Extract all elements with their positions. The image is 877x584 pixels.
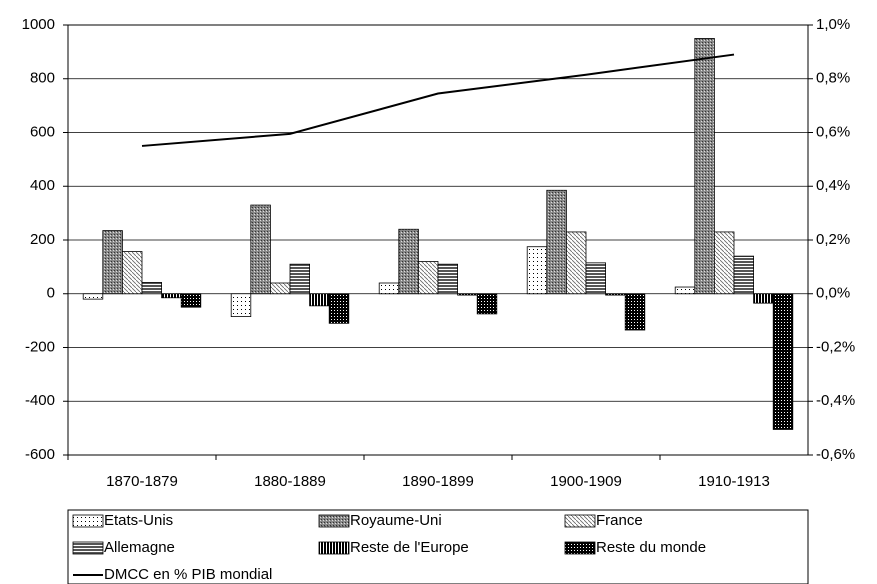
bar	[289, 263, 311, 295]
legend-label: Reste du monde	[596, 539, 706, 556]
bar	[526, 246, 548, 295]
y2-tick-label: -0,6%	[816, 446, 855, 463]
bar	[566, 231, 587, 295]
y-tick-label: 800	[30, 70, 55, 87]
bar	[398, 228, 419, 295]
y-tick-label: -600	[25, 446, 55, 463]
legend-label: Allemagne	[104, 539, 175, 556]
bar	[733, 255, 755, 295]
bar	[269, 282, 291, 295]
bar	[605, 293, 626, 296]
x-tick-label: 1910-1913	[698, 473, 770, 490]
legend-swatch	[72, 541, 104, 555]
bar	[309, 293, 330, 307]
y-tick-label: -400	[25, 392, 55, 409]
y-tick-label: 1000	[22, 16, 55, 33]
y2-tick-label: 1,0%	[816, 16, 850, 33]
bar	[82, 293, 104, 300]
y2-tick-label: 0,6%	[816, 123, 850, 140]
bar	[122, 251, 143, 295]
legend-swatch	[318, 514, 350, 528]
bar	[230, 293, 252, 317]
bar	[102, 230, 123, 295]
bar	[378, 282, 400, 295]
x-tick-label: 1900-1909	[550, 473, 622, 490]
legend-label: France	[596, 512, 643, 529]
legend-frame	[67, 509, 809, 584]
bar	[457, 293, 478, 296]
y2-tick-label: 0,8%	[816, 70, 850, 87]
bar	[674, 286, 696, 295]
bar	[624, 293, 646, 331]
legend-swatch	[72, 514, 104, 528]
bar	[180, 293, 202, 308]
bar	[161, 293, 182, 299]
bar	[546, 189, 567, 295]
legend-swatch	[318, 541, 350, 555]
x-tick-label: 1880-1889	[254, 473, 326, 490]
bar	[585, 262, 607, 295]
legend-swatch	[564, 514, 596, 528]
bar	[417, 261, 439, 295]
bar	[437, 263, 459, 295]
legend-swatch	[564, 541, 596, 555]
y2-tick-label: -0,4%	[816, 392, 855, 409]
y-tick-label: -200	[25, 338, 55, 355]
bar	[753, 293, 774, 304]
y-tick-label: 200	[30, 231, 55, 248]
y-tick-label: 600	[30, 123, 55, 140]
y2-tick-label: 0,0%	[816, 285, 850, 302]
y2-tick-label: 0,2%	[816, 231, 850, 248]
bar	[250, 204, 271, 295]
legend-label: Reste de l'Europe	[350, 539, 469, 556]
y-tick-label: 0	[47, 285, 55, 302]
bar	[772, 293, 794, 430]
line	[141, 53, 735, 147]
bar	[141, 282, 163, 295]
x-tick-label: 1890-1899	[402, 473, 474, 490]
legend-label: Royaume-Uni	[350, 512, 442, 529]
legend-label: Etats-Unis	[104, 512, 173, 529]
y2-tick-label: 0,4%	[816, 177, 850, 194]
x-tick-label: 1870-1879	[106, 473, 178, 490]
y-tick-label: 400	[30, 177, 55, 194]
legend-label: DMCC en % PIB mondial	[104, 566, 272, 583]
bar	[476, 293, 498, 315]
bar	[694, 38, 715, 295]
y2-tick-label: -0,2%	[816, 338, 855, 355]
bar	[714, 231, 735, 295]
bar	[328, 293, 350, 324]
